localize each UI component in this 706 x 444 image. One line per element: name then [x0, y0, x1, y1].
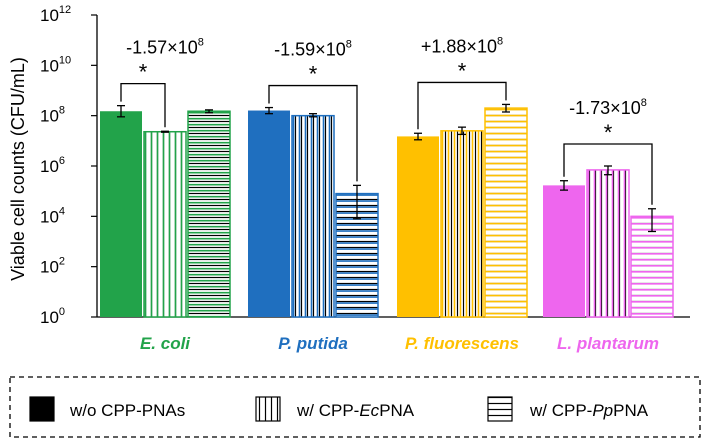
legend-item: w/ CPP-PpPNA: [487, 396, 649, 422]
y-tick-label: 100: [40, 306, 65, 327]
x-category-label: P. putida: [278, 334, 348, 353]
bar-group-item: [335, 184, 379, 318]
x-category-label: P. fluorescens: [405, 334, 519, 353]
fold-change-label: -1.59×108: [274, 39, 352, 60]
legend-item: w/o CPP-PNAs: [29, 396, 185, 422]
significance-star: *: [139, 60, 148, 85]
significance-bracket: *-1.73×108: [563, 97, 653, 205]
x-category-label: E. coli: [140, 334, 191, 353]
legend-box: [9, 376, 701, 438]
bar: [100, 111, 142, 317]
legend: w/o CPP-PNAs w/ CPP-EcPNA w/ CPP-PpPNA: [9, 376, 701, 438]
bar: [248, 110, 290, 317]
y-tick-label: 102: [40, 256, 65, 277]
bar-group-item: [586, 165, 630, 318]
bar-group-item: [143, 130, 187, 318]
y-tick-label: 106: [40, 155, 65, 176]
bar-group-item: [484, 103, 528, 318]
bar: [397, 136, 439, 317]
legend-item: w/ CPP-EcPNA: [255, 396, 415, 422]
y-axis-label: Viable cell counts (CFU/mL): [8, 57, 28, 281]
bar-group-item: [630, 208, 674, 318]
legend-label: w/ CPP-EcPNA: [296, 401, 415, 420]
bar: [543, 185, 585, 317]
legend-swatch: [29, 396, 55, 422]
fold-change-label: -1.57×108: [126, 37, 204, 58]
bar-group-item: [291, 113, 335, 318]
bars: [100, 103, 674, 318]
legend-label: w/ CPP-PpPNA: [529, 401, 649, 420]
fold-change-label: +1.88×108: [421, 35, 503, 56]
bar-group-item: [100, 105, 142, 317]
y-tick-label: 104: [40, 205, 65, 226]
bracket-line: [268, 84, 358, 182]
axes: 100 102 104 106 108 1010 1012 Viable cell count…: [8, 4, 690, 353]
bracket-line: [120, 83, 166, 128]
significance-bracket: *-1.57×108: [120, 37, 204, 128]
significance-star: *: [458, 58, 467, 83]
y-tick-label: 1010: [40, 54, 71, 75]
y-tick-label: 1012: [40, 4, 71, 25]
bar-group-item: [248, 106, 290, 317]
bar-group-item: [187, 109, 231, 318]
bar: [292, 115, 334, 318]
bar: [485, 108, 527, 317]
legend-label: w/o CPP-PNAs: [69, 401, 185, 420]
bracket-line: [563, 143, 653, 205]
bar: [587, 169, 629, 317]
annotations: *-1.57×108*-1.59×108*+1.88×108*-1.73×108: [120, 35, 653, 205]
fold-change-label: -1.73×108: [569, 97, 647, 118]
bar: [631, 216, 673, 317]
significance-star: *: [309, 62, 318, 87]
legend-swatch: [255, 396, 281, 422]
significance-star: *: [604, 120, 613, 145]
significance-bracket: *-1.59×108: [268, 39, 358, 182]
legend-swatch: [487, 396, 513, 422]
bar: [441, 130, 483, 317]
bar-group-item: [397, 132, 439, 317]
bar-group-item: [543, 180, 585, 317]
bar: [144, 131, 186, 317]
bar-group-item: [440, 126, 484, 318]
significance-bracket: *+1.88×108: [417, 35, 507, 130]
bracket-line: [417, 81, 507, 130]
y-tick-label: 108: [40, 105, 65, 126]
x-category-label: L. plantarum: [557, 334, 659, 353]
